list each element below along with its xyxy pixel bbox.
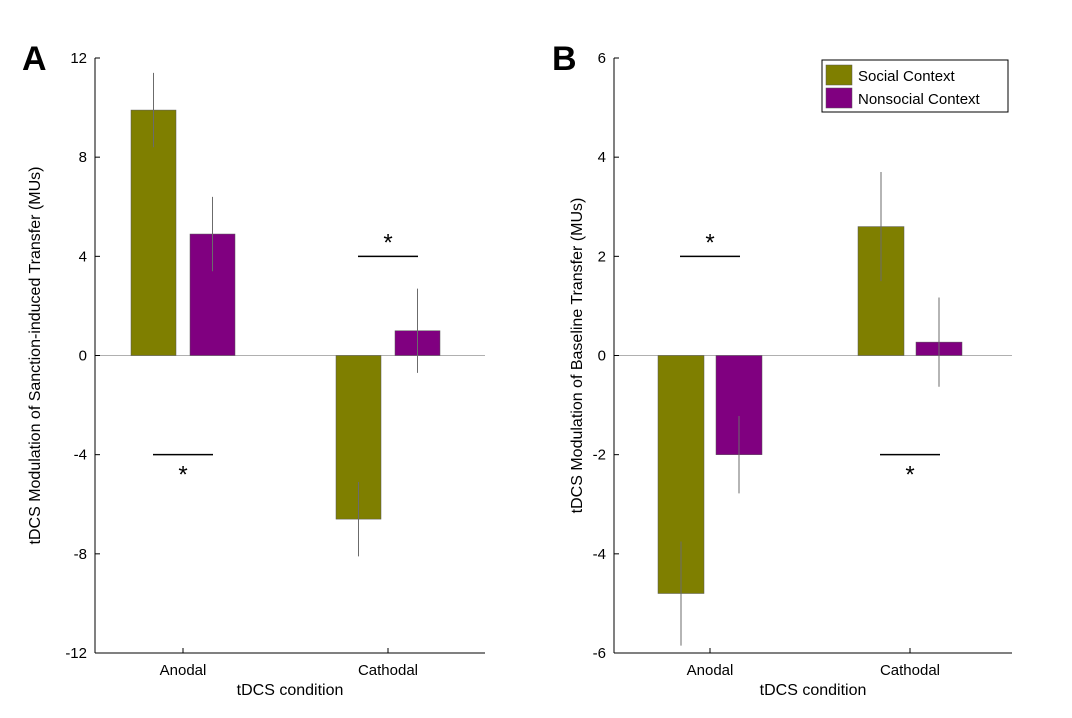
y-tick-label: -12 bbox=[65, 645, 87, 662]
x-axis-title: tDCS condition bbox=[760, 682, 867, 699]
legend-swatch-nonsocial bbox=[825, 87, 853, 109]
panel-letter: A bbox=[22, 40, 47, 78]
x-tick-label: Anodal bbox=[160, 662, 207, 679]
y-tick-label: 8 bbox=[79, 149, 87, 166]
significance-star: * bbox=[383, 229, 392, 256]
y-tick-label: 0 bbox=[79, 348, 87, 365]
y-tick-label: -4 bbox=[74, 447, 87, 464]
chart-panel-b: B -6 -4 -2 0 2 4 6 Anodal Cathodal * * tDCS conditio… bbox=[552, 40, 1012, 699]
legend-label-social: Social Context bbox=[858, 68, 956, 85]
y-tick-label: 12 bbox=[70, 50, 87, 67]
chart-panel-a: A -12 -8 -4 0 4 8 12 Anodal Cathodal * * tDCS condit… bbox=[22, 40, 485, 699]
y-tick-label: -2 bbox=[593, 447, 606, 464]
y-tick-label: 4 bbox=[79, 248, 87, 265]
x-tick-label: Cathodal bbox=[880, 662, 940, 679]
y-tick-label: -4 bbox=[593, 546, 606, 563]
panel-letter: B bbox=[552, 40, 577, 78]
significance-star: * bbox=[705, 229, 714, 256]
y-axis-title: tDCS Modulation of Sanction-induced Tran… bbox=[27, 167, 44, 545]
y-tick-label: -6 bbox=[593, 645, 606, 662]
significance-star: * bbox=[178, 462, 187, 489]
y-axis-title: tDCS Modulation of Baseline Transfer (MU… bbox=[569, 198, 586, 514]
legend-swatch-social bbox=[825, 64, 853, 86]
x-tick-label: Cathodal bbox=[358, 662, 418, 679]
x-axis-title: tDCS condition bbox=[237, 682, 344, 699]
y-tick-label: -8 bbox=[74, 546, 87, 563]
y-tick-label: 4 bbox=[598, 149, 606, 166]
significance-star: * bbox=[905, 462, 914, 489]
legend-box bbox=[821, 59, 1009, 113]
bar-social-anodal bbox=[130, 109, 177, 356]
y-tick-label: 2 bbox=[598, 248, 606, 265]
x-tick-label: Anodal bbox=[687, 662, 734, 679]
y-tick-label: 6 bbox=[598, 50, 606, 67]
y-tick-label: 0 bbox=[598, 348, 606, 365]
legend: Social Context Nonsocial Context bbox=[821, 59, 1009, 113]
legend-label-nonsocial: Nonsocial Context bbox=[858, 91, 981, 108]
